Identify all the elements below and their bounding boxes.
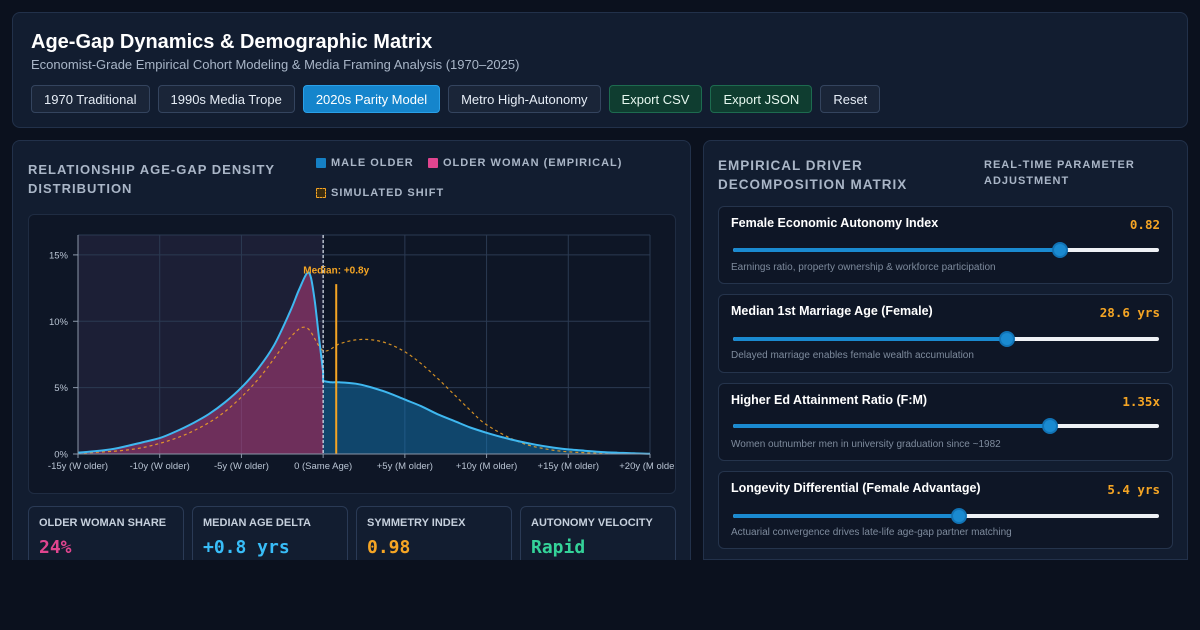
stat-value: 0.98 bbox=[367, 537, 411, 558]
slider-fill bbox=[733, 337, 1007, 341]
param-median-marriage-age: Median 1st Marriage Age (Female) 28.6 yr… bbox=[718, 294, 1173, 373]
x-tick-label: -5y (W older) bbox=[214, 461, 269, 472]
slider-thumb[interactable] bbox=[1051, 242, 1068, 258]
preset-metro-high-autonomy-button[interactable]: Metro High-Autonomy bbox=[448, 85, 601, 113]
legend-label-simulated-shift: Simulated Shift bbox=[331, 187, 445, 199]
stat-label: Older Woman Share bbox=[39, 517, 167, 529]
y-tick-label: 5% bbox=[54, 383, 68, 394]
x-tick-label: 0 (Same Age) bbox=[294, 461, 352, 472]
stat-value: Rapid bbox=[531, 537, 586, 558]
stat-label: Median Age Delta bbox=[203, 517, 311, 529]
distribution-title: Relationship Age-Gap Density Distributio… bbox=[28, 162, 275, 196]
legend-male-older: Male Older bbox=[316, 157, 414, 169]
x-tick-label: +15y (M older) bbox=[538, 461, 600, 472]
param-description: Delayed marriage enables female wealth a… bbox=[731, 350, 974, 361]
legend-swatch-male-older bbox=[316, 158, 326, 168]
param-description: Actuarial convergence drives late-life a… bbox=[731, 527, 1012, 538]
higher-ed-ratio-slider[interactable] bbox=[733, 418, 1159, 434]
preset-2020s-parity-model-button[interactable]: 2020s Parity Model bbox=[302, 85, 441, 113]
longevity-differential-slider[interactable] bbox=[733, 508, 1159, 524]
export-csv-button[interactable]: Export CSV bbox=[608, 85, 703, 113]
y-tick-label: 10% bbox=[49, 317, 69, 328]
median-label: Median: +0.8y bbox=[303, 265, 369, 276]
reset-button[interactable]: Reset bbox=[820, 85, 881, 113]
slider-thumb[interactable] bbox=[950, 508, 967, 524]
x-tick-label: -10y (W older) bbox=[130, 461, 190, 472]
legend-simulated-shift: Simulated Shift bbox=[316, 187, 444, 199]
legend-older-woman: Older Woman (Empirical) bbox=[428, 157, 622, 169]
param-name: Higher Ed Attainment Ratio (F:M) bbox=[731, 393, 928, 407]
toolbar: 1970 Traditional 1990s Media Trope 2020s… bbox=[31, 85, 881, 113]
stat-value: +0.8 yrs bbox=[203, 537, 290, 558]
stat-label: Symmetry Index bbox=[367, 517, 466, 529]
page-title: Age-Gap Dynamics & Demographic Matrix bbox=[31, 31, 433, 53]
x-tick-label: +5y (M older) bbox=[377, 461, 433, 472]
y-tick-label: 0% bbox=[54, 450, 68, 461]
preset-1970-traditional-button[interactable]: 1970 Traditional bbox=[31, 85, 150, 113]
stat-autonomy-velocity: Autonomy Velocity Rapid bbox=[520, 506, 676, 560]
slider-fill bbox=[733, 424, 1050, 428]
param-name: Median 1st Marriage Age (Female) bbox=[731, 304, 933, 318]
stat-label: Autonomy Velocity bbox=[531, 517, 653, 529]
param-value: 5.4 yrs bbox=[1107, 482, 1160, 497]
legend-swatch-older-woman bbox=[428, 158, 438, 168]
density-chart: -15y (W older) -10y (W older) -5y (W older… bbox=[28, 214, 676, 494]
param-female-economic-autonomy: Female Economic Autonomy Index 0.82 Earn… bbox=[718, 206, 1173, 284]
param-description: Earnings ratio, property ownership & wor… bbox=[731, 262, 996, 273]
legend-swatch-simulated-shift bbox=[316, 188, 326, 198]
older-woman-region bbox=[78, 235, 324, 454]
older-woman-area bbox=[78, 272, 324, 454]
stat-symmetry-index: Symmetry Index 0.98 bbox=[356, 506, 512, 560]
param-longevity-differential: Longevity Differential (Female Advantage… bbox=[718, 471, 1173, 549]
param-value: 28.6 yrs bbox=[1099, 305, 1160, 320]
x-tick-label: +10y (M older) bbox=[456, 461, 518, 472]
param-name: Longevity Differential (Female Advantage… bbox=[731, 481, 981, 495]
slider-fill bbox=[733, 248, 1060, 252]
stat-older-woman-share: Older Woman Share 24% bbox=[28, 506, 184, 560]
driver-panel: Empirical Driver Decomposition Matrix Re… bbox=[703, 140, 1188, 560]
median-marriage-age-slider[interactable] bbox=[733, 331, 1159, 347]
distribution-panel: Relationship Age-Gap Density Distributio… bbox=[12, 140, 691, 560]
header-panel: Age-Gap Dynamics & Demographic Matrix Ec… bbox=[12, 12, 1188, 128]
param-name: Female Economic Autonomy Index bbox=[731, 216, 939, 230]
slider-thumb[interactable] bbox=[998, 331, 1015, 347]
stat-value: 24% bbox=[39, 537, 72, 558]
legend-label-older-woman: Older Woman (Empirical) bbox=[443, 157, 623, 169]
y-tick-label: 15% bbox=[49, 250, 69, 261]
param-value: 1.35x bbox=[1122, 394, 1160, 409]
simulated-shift-line bbox=[77, 326, 651, 455]
param-value: 0.82 bbox=[1129, 217, 1160, 232]
page-subtitle: Economist-Grade Empirical Cohort Modelin… bbox=[31, 57, 520, 72]
slider-fill bbox=[733, 514, 959, 518]
x-tick-label: +20y (M older) bbox=[619, 461, 676, 472]
empirical-density-line bbox=[77, 271, 651, 455]
param-higher-ed-ratio: Higher Ed Attainment Ratio (F:M) 1.35x W… bbox=[718, 383, 1173, 461]
legend-label-male-older: Male Older bbox=[331, 157, 414, 169]
female-economic-autonomy-slider[interactable] bbox=[733, 242, 1159, 258]
param-description: Women outnumber men in university gradua… bbox=[731, 439, 1001, 450]
preset-1990s-media-trope-button[interactable]: 1990s Media Trope bbox=[157, 85, 295, 113]
male-older-area bbox=[323, 381, 650, 454]
stat-median-age-delta: Median Age Delta +0.8 yrs bbox=[192, 506, 348, 560]
x-tick-label: -15y (W older) bbox=[48, 461, 108, 472]
density-chart-svg: -15y (W older) -10y (W older) -5y (W older… bbox=[48, 234, 676, 472]
slider-thumb[interactable] bbox=[1041, 418, 1058, 434]
export-json-button[interactable]: Export JSON bbox=[710, 85, 813, 113]
driver-title: Empirical Driver Decomposition Matrix bbox=[718, 158, 908, 192]
driver-subtitle: Real-Time Parameter Adjustment bbox=[984, 159, 1135, 187]
